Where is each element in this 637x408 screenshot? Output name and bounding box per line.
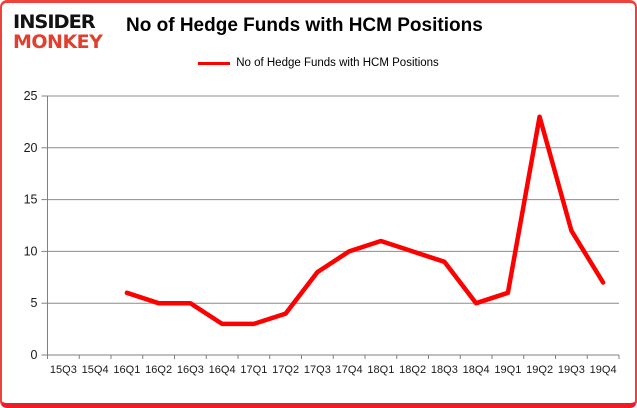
legend: No of Hedge Funds with HCM Positions bbox=[2, 57, 635, 69]
x-tick-label: 19Q4 bbox=[590, 364, 617, 376]
x-tick-label: 19Q3 bbox=[558, 364, 585, 376]
x-tick-label: 15Q3 bbox=[50, 364, 77, 376]
y-tick-label: 10 bbox=[24, 244, 38, 258]
legend-line-swatch bbox=[198, 61, 231, 65]
line-chart: 0 5 10 15 20 25 15Q3 15Q4 16Q1 16Q2 16Q3 16Q4 17Q1 17… bbox=[24, 89, 620, 376]
x-tick-label: 16Q2 bbox=[145, 364, 172, 376]
chart-title: No of Hedge Funds with HCM Positions bbox=[126, 15, 483, 36]
x-tick-label: 17Q2 bbox=[272, 364, 299, 376]
x-tick-label: 17Q3 bbox=[304, 364, 331, 376]
legend-label: No of Hedge Funds with HCM Positions bbox=[236, 57, 439, 69]
y-tick-label: 20 bbox=[24, 141, 38, 155]
y-tick-label: 5 bbox=[31, 296, 38, 310]
x-tick-label: 17Q1 bbox=[240, 364, 267, 376]
y-tick-label: 25 bbox=[24, 89, 38, 103]
logo-text-insider: INSIDER bbox=[13, 11, 96, 33]
insider-monkey-logo: INSIDER MONKEY bbox=[13, 11, 103, 53]
x-tick-label: 16Q4 bbox=[209, 364, 236, 376]
x-tick-label: 17Q4 bbox=[336, 364, 363, 376]
x-tick-label: 18Q3 bbox=[431, 364, 458, 376]
logo-text-monkey: MONKEY bbox=[13, 31, 103, 53]
x-tick-label: 19Q1 bbox=[494, 364, 521, 376]
x-tick-label: 15Q4 bbox=[82, 364, 109, 376]
y-tick-label: 15 bbox=[24, 193, 38, 207]
data-line bbox=[124, 114, 606, 327]
x-tick-label: 18Q2 bbox=[399, 364, 426, 376]
x-tick-label: 16Q3 bbox=[177, 364, 204, 376]
y-tick-label: 0 bbox=[31, 348, 38, 362]
x-tick-label: 16Q1 bbox=[113, 364, 140, 376]
x-tick-label: 18Q4 bbox=[463, 364, 490, 376]
x-tick-label: 19Q2 bbox=[526, 364, 553, 376]
x-tick-label: 18Q1 bbox=[367, 364, 394, 376]
